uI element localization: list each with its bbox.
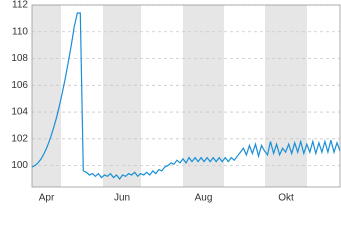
y-tick-label: 110 <box>12 26 28 37</box>
line <box>31 12 341 180</box>
month-band <box>32 5 61 187</box>
y-tick-label: 112 <box>12 0 28 11</box>
y-tick-label: 102 <box>11 133 28 144</box>
x-tick-label: Okt <box>278 193 294 204</box>
plot-frame <box>31 4 341 188</box>
y-tick-label: 104 <box>11 107 28 118</box>
y-tick-label: 100 <box>11 160 28 171</box>
chart: Apr Jun Aug Okt 100 102 104 106 108 110 112 <box>11 0 341 204</box>
x-tick-label: Jun <box>114 193 130 204</box>
month-band <box>183 5 224 187</box>
x-tick-label: Aug <box>195 193 213 204</box>
y-tick-label: 106 <box>11 80 28 91</box>
y-tick-label: 108 <box>11 53 28 64</box>
x-tick-label: Apr <box>39 193 55 204</box>
month-band <box>103 5 141 187</box>
month-band <box>265 5 307 187</box>
